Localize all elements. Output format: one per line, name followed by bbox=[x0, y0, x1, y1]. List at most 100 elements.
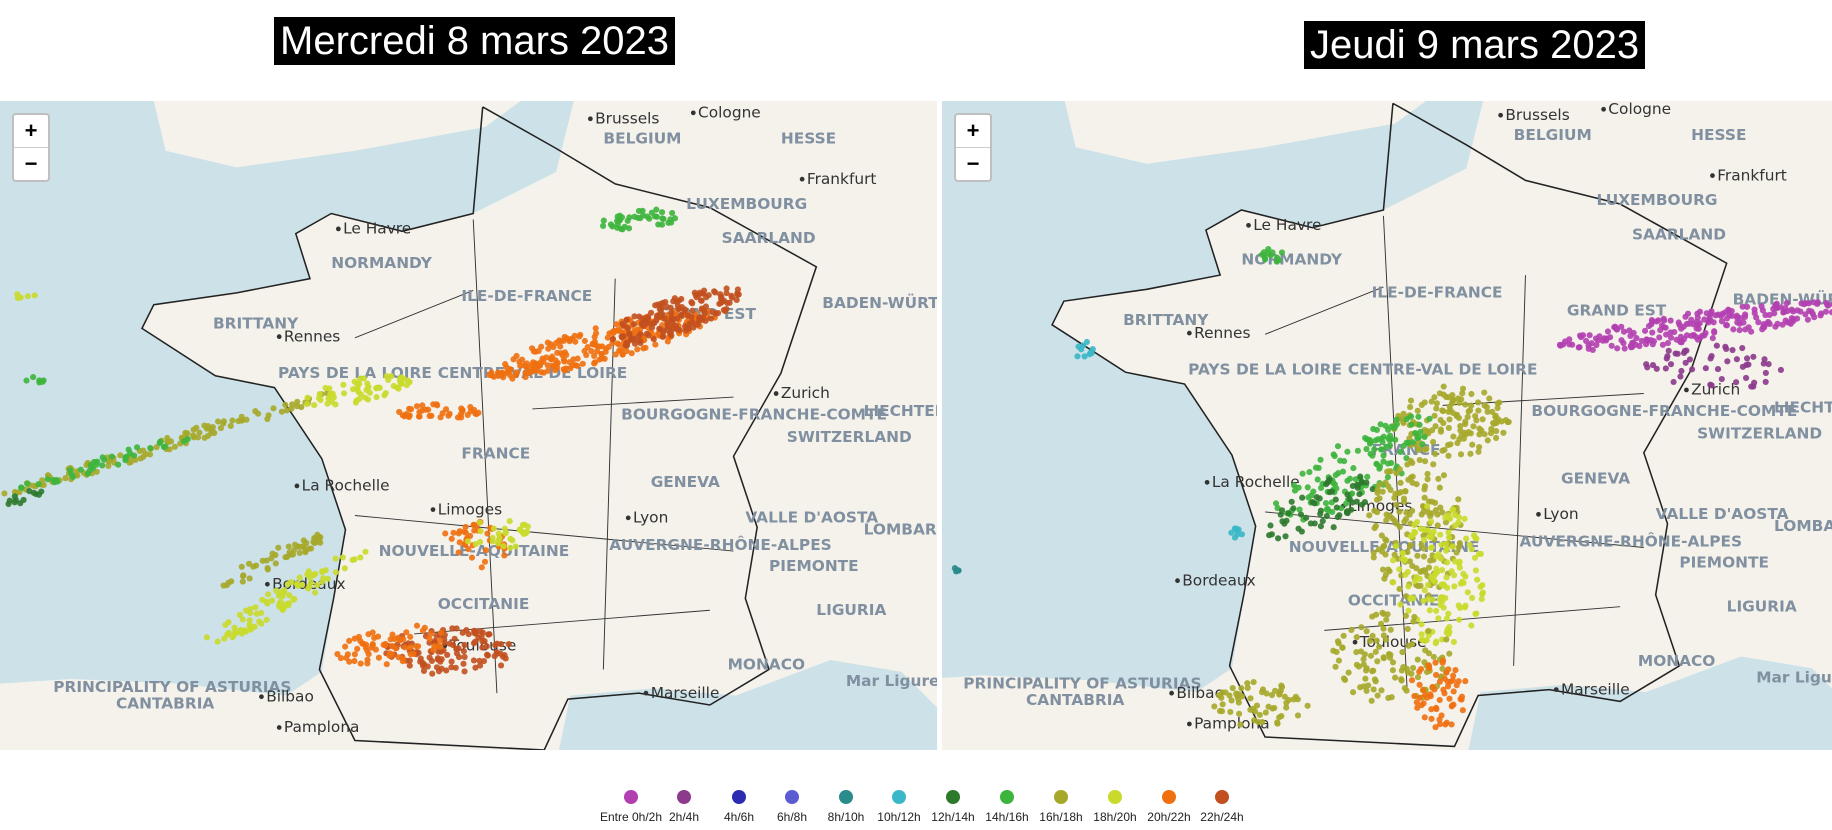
strike bbox=[296, 549, 303, 556]
strike bbox=[1473, 610, 1480, 617]
strike bbox=[1088, 350, 1095, 357]
strike bbox=[566, 338, 573, 345]
strike bbox=[181, 438, 188, 445]
strike bbox=[1297, 511, 1305, 518]
strike bbox=[1743, 361, 1750, 369]
strike bbox=[35, 491, 43, 498]
strike bbox=[1589, 346, 1596, 354]
legend-label: 22h/24h bbox=[1200, 810, 1244, 824]
strike bbox=[702, 317, 709, 324]
strike bbox=[1446, 416, 1453, 423]
strike bbox=[1332, 663, 1339, 670]
strike bbox=[478, 633, 485, 640]
strike bbox=[203, 634, 211, 641]
strike bbox=[1227, 708, 1234, 716]
strike bbox=[1766, 311, 1773, 318]
map-panel[interactable]: Brussels Cologne BELGIUM HESSE Frankfurt LUXE… bbox=[0, 101, 937, 750]
strike bbox=[623, 342, 630, 349]
strike bbox=[1484, 408, 1491, 415]
strike bbox=[405, 413, 412, 420]
strike bbox=[484, 652, 491, 659]
strike bbox=[1417, 428, 1424, 435]
strike bbox=[238, 563, 245, 570]
strike bbox=[1430, 528, 1437, 535]
strike bbox=[1445, 534, 1453, 541]
strike bbox=[664, 323, 672, 330]
strike bbox=[684, 312, 692, 319]
strike bbox=[453, 625, 460, 632]
strike bbox=[1362, 675, 1369, 682]
strike bbox=[1455, 544, 1462, 551]
strike bbox=[1294, 712, 1302, 719]
strike bbox=[733, 296, 740, 304]
strike bbox=[653, 206, 660, 213]
strike bbox=[528, 345, 536, 352]
strike bbox=[1361, 651, 1369, 658]
strike bbox=[1475, 448, 1482, 455]
strike bbox=[1332, 496, 1339, 503]
strike bbox=[30, 489, 37, 496]
strike bbox=[1397, 479, 1404, 486]
strike bbox=[1713, 342, 1720, 349]
strike bbox=[1380, 452, 1387, 459]
strike bbox=[1428, 518, 1435, 525]
legend-swatch bbox=[892, 790, 906, 804]
strike bbox=[357, 391, 364, 398]
strike bbox=[252, 604, 259, 611]
strike bbox=[1577, 333, 1585, 341]
strike bbox=[383, 373, 390, 380]
strike bbox=[513, 371, 520, 378]
strike bbox=[214, 418, 222, 425]
strike bbox=[225, 579, 232, 586]
strike bbox=[217, 425, 224, 432]
strike bbox=[507, 544, 514, 551]
zoom-out[interactable]: − bbox=[14, 147, 48, 180]
region-label: SWITZERLAND bbox=[1697, 425, 1822, 443]
legend-label: 12h/14h bbox=[931, 810, 975, 824]
strike bbox=[1416, 681, 1423, 688]
strike bbox=[1730, 326, 1737, 333]
city-label: Marseille bbox=[651, 684, 720, 702]
strike bbox=[1387, 626, 1394, 633]
strike bbox=[451, 635, 458, 642]
strike bbox=[635, 207, 643, 215]
city-label: La Rochelle bbox=[302, 477, 390, 495]
strike bbox=[1425, 498, 1433, 505]
strike bbox=[30, 374, 37, 381]
city-dot bbox=[1169, 690, 1174, 696]
strike bbox=[455, 549, 462, 556]
strike bbox=[1448, 568, 1455, 575]
legend-swatch bbox=[839, 790, 853, 804]
strike bbox=[1502, 416, 1509, 424]
strike bbox=[636, 337, 644, 345]
strike bbox=[652, 341, 659, 348]
map-panel[interactable]: Brussels Cologne BELGIUM HESSE Frankfurt LUXE… bbox=[942, 101, 1832, 750]
strike bbox=[1439, 659, 1446, 666]
zoom-out[interactable]: − bbox=[956, 147, 990, 180]
strike bbox=[491, 642, 499, 649]
strike bbox=[1618, 323, 1625, 330]
strike bbox=[1440, 604, 1447, 611]
strike bbox=[557, 343, 564, 350]
region-label: LIECHTENSTEIN bbox=[1774, 398, 1832, 416]
strike bbox=[431, 643, 438, 650]
strike bbox=[1445, 394, 1452, 401]
strike bbox=[1421, 399, 1428, 406]
strike bbox=[389, 642, 396, 650]
strike bbox=[404, 377, 411, 384]
strike bbox=[1414, 656, 1421, 663]
strike bbox=[516, 526, 523, 533]
zoom-in[interactable]: + bbox=[966, 118, 980, 143]
strike bbox=[1766, 320, 1773, 327]
strike bbox=[1391, 551, 1398, 558]
strike bbox=[1265, 703, 1272, 710]
strike bbox=[1773, 304, 1780, 311]
strike bbox=[478, 564, 485, 571]
strike bbox=[1396, 466, 1403, 473]
zoom-in[interactable]: + bbox=[24, 118, 38, 143]
legend-item: 6h/8h bbox=[752, 790, 832, 824]
strike bbox=[1363, 479, 1370, 486]
strike bbox=[171, 443, 179, 450]
strike bbox=[1455, 496, 1462, 503]
strike bbox=[1265, 245, 1272, 253]
